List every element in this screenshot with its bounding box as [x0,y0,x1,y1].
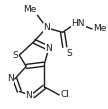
Text: S: S [12,51,18,60]
Text: S: S [66,49,72,58]
Text: N: N [43,23,50,32]
Text: N: N [7,74,14,83]
Text: N: N [73,19,80,28]
Text: N: N [45,44,52,53]
Text: HN: HN [72,19,85,28]
Text: Cl: Cl [60,90,69,99]
Text: N: N [25,91,32,100]
Text: Me: Me [93,24,107,33]
Text: Me: Me [24,5,37,14]
